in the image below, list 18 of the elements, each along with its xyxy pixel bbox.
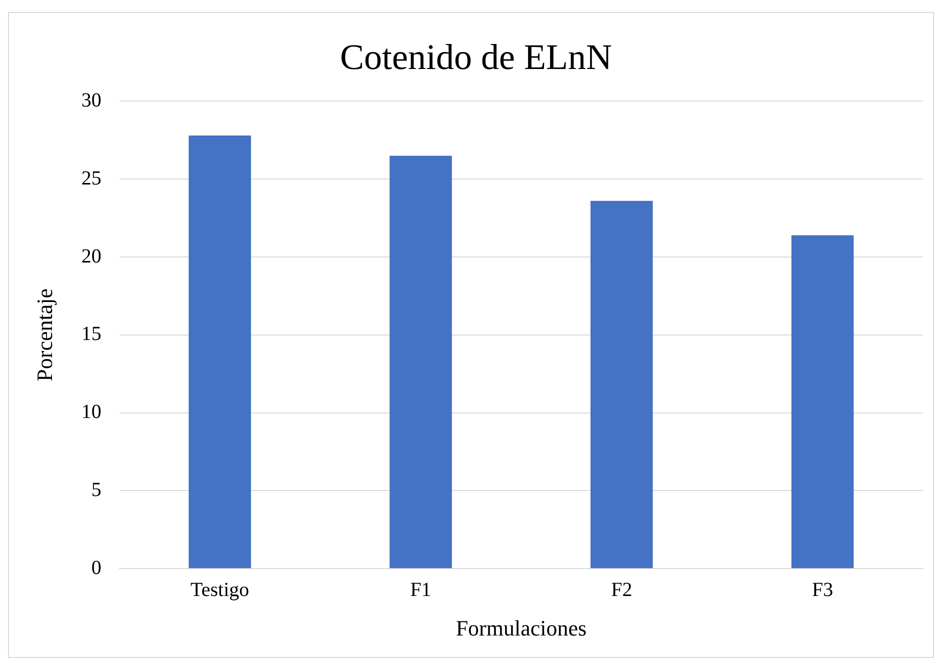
bar (791, 235, 854, 568)
x-tick-label: F2 (611, 578, 632, 601)
y-tick-label: 0 (91, 556, 102, 579)
bar (590, 200, 653, 568)
chart-title: Cotenido de ELnN (340, 37, 612, 78)
bar (390, 156, 452, 568)
y-tick-label: 15 (81, 323, 102, 346)
y-tick-label: 5 (91, 478, 102, 501)
y-axis-title: Porcentaje (32, 288, 57, 382)
y-tick-label: 30 (81, 89, 102, 112)
y-tick-label: 10 (81, 401, 102, 424)
x-tick-label: F1 (410, 578, 432, 601)
y-tick-label: 20 (81, 245, 102, 268)
y-tick-label: 25 (81, 167, 102, 190)
x-tick-label: F3 (812, 578, 834, 601)
bar (188, 135, 251, 568)
x-tick-label: Testigo (190, 578, 250, 601)
x-axis-title: Formulaciones (456, 616, 587, 641)
